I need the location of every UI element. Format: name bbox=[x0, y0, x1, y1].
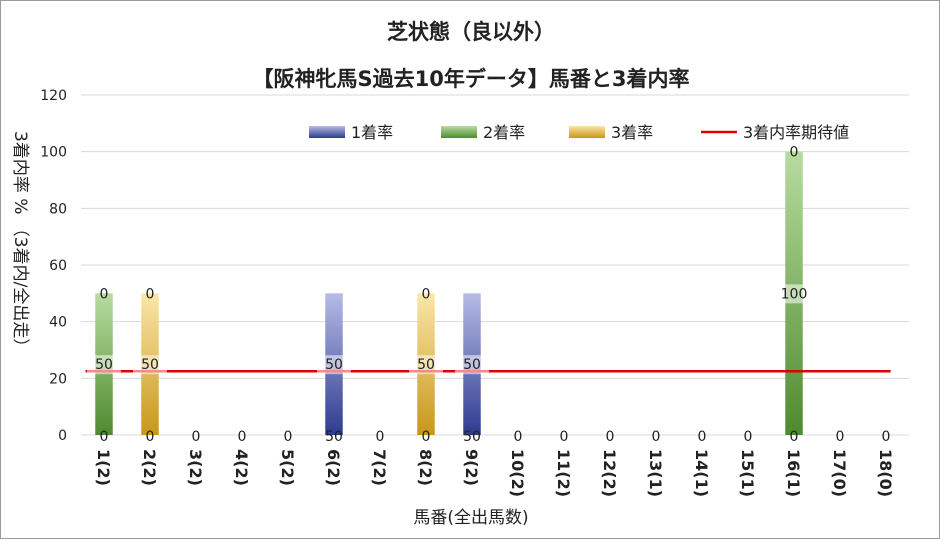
x-tick-label: 6(2) bbox=[324, 449, 343, 486]
y-tick-label: 0 bbox=[58, 428, 67, 444]
data-label: 0 bbox=[744, 429, 753, 445]
x-tick-label: 7(2) bbox=[370, 449, 389, 486]
x-tick-label: 14(1) bbox=[692, 449, 711, 497]
legend-label: 3着内率期待値 bbox=[743, 123, 849, 142]
data-label: 0 bbox=[284, 429, 293, 445]
y-axis-title: 3着内率 % （3着内/全出走） bbox=[10, 131, 30, 355]
x-tick-label: 8(2) bbox=[416, 449, 435, 486]
y-tick-label: 100 bbox=[40, 145, 67, 161]
legend-item-expected: 3着内率期待値 bbox=[701, 123, 849, 142]
data-label-bg bbox=[455, 355, 489, 375]
data-label-bg bbox=[133, 355, 167, 375]
data-label: 0 bbox=[376, 429, 385, 445]
x-tick-label: 11(2) bbox=[554, 449, 573, 497]
data-label: 0 bbox=[100, 286, 109, 302]
x-tick-label: 3(2) bbox=[186, 449, 205, 486]
legend-swatch bbox=[569, 126, 605, 138]
y-tick-label: 120 bbox=[40, 88, 67, 104]
data-label: 0 bbox=[146, 429, 155, 445]
x-tick-label: 18(0) bbox=[876, 449, 895, 497]
data-label: 0 bbox=[560, 429, 569, 445]
x-tick-label: 4(2) bbox=[232, 449, 251, 486]
legend-item-rate-2nd: 2着率 bbox=[441, 123, 525, 142]
legend-label: 3着率 bbox=[611, 123, 653, 142]
x-tick-label: 5(2) bbox=[278, 449, 297, 486]
data-label: 0 bbox=[192, 429, 201, 445]
y-tick-label: 20 bbox=[49, 371, 67, 387]
data-label: 0 bbox=[606, 429, 615, 445]
legend-label: 2着率 bbox=[483, 123, 525, 142]
data-label: 50 bbox=[463, 429, 481, 445]
legend-label: 1着率 bbox=[351, 123, 393, 142]
x-tick-label: 13(1) bbox=[646, 449, 665, 497]
x-axis-title: 馬番(全出馬数) bbox=[413, 508, 528, 528]
legend: 1着率 2着率 3着率 3着内率期待値 bbox=[309, 123, 849, 142]
data-label: 100 bbox=[781, 286, 808, 302]
data-label: 0 bbox=[652, 429, 661, 445]
data-label: 50 bbox=[325, 357, 343, 373]
gridlines bbox=[81, 94, 909, 436]
x-tick-label: 2(2) bbox=[140, 449, 159, 486]
chart-subtitle: 【阪神牝馬S過去10年データ】馬番と3着内率 bbox=[253, 67, 690, 91]
y-tick-label: 40 bbox=[49, 315, 67, 331]
data-label-bg bbox=[87, 355, 121, 375]
data-label: 0 bbox=[422, 286, 431, 302]
legend-item-rate-1st: 1着率 bbox=[309, 123, 393, 142]
data-label: 50 bbox=[325, 429, 343, 445]
data-labels: 0 50 0 0 50 0 0 0 0 50 50 0 0 50 0 50 50 0 0 0 0 0 0 0 100 0 0 0 bbox=[87, 145, 890, 445]
x-tick-label: 1(2) bbox=[94, 449, 113, 486]
x-tick-label: 10(2) bbox=[508, 449, 527, 497]
x-tick-label: 12(2) bbox=[600, 449, 619, 497]
x-tick-label: 9(2) bbox=[462, 449, 481, 486]
data-label: 0 bbox=[238, 429, 247, 445]
x-tick-label: 16(1) bbox=[784, 449, 803, 497]
bars bbox=[95, 151, 803, 435]
legend-item-rate-3rd: 3着率 bbox=[569, 123, 653, 142]
y-axis-ticks: 0 20 40 60 80 100 120 bbox=[40, 88, 67, 444]
x-tick-label: 15(1) bbox=[738, 449, 757, 497]
data-label-bg bbox=[317, 355, 351, 375]
data-label: 0 bbox=[790, 429, 799, 445]
data-label: 0 bbox=[836, 429, 845, 445]
data-label: 50 bbox=[417, 357, 435, 373]
chart-title: 芝状態（良以外） bbox=[387, 20, 555, 44]
data-label: 0 bbox=[100, 429, 109, 445]
legend-swatch bbox=[441, 126, 477, 138]
data-label: 0 bbox=[698, 429, 707, 445]
legend-swatch bbox=[309, 126, 345, 138]
data-label: 50 bbox=[463, 357, 481, 373]
data-label-bg bbox=[409, 355, 443, 375]
data-label: 0 bbox=[422, 429, 431, 445]
x-tick-label: 17(0) bbox=[830, 449, 849, 497]
data-label: 0 bbox=[790, 145, 799, 161]
y-tick-label: 60 bbox=[49, 258, 67, 274]
x-axis-ticks: 1(2) 2(2) 3(2) 4(2) 5(2) 6(2) 7(2) 8(2) 9(2) 10(2… bbox=[94, 449, 895, 497]
data-label: 50 bbox=[141, 357, 159, 373]
y-tick-label: 80 bbox=[49, 201, 67, 217]
data-label: 0 bbox=[882, 429, 891, 445]
data-label: 50 bbox=[95, 357, 113, 373]
data-label: 0 bbox=[514, 429, 523, 445]
data-label-bg bbox=[777, 284, 811, 304]
data-label: 0 bbox=[146, 286, 155, 302]
